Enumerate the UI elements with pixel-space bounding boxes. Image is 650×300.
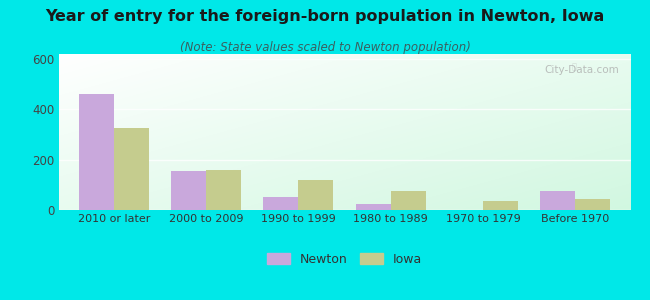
Bar <box>575 200 610 210</box>
Bar <box>79 94 114 210</box>
Bar <box>483 201 518 210</box>
Bar <box>171 171 206 210</box>
Bar <box>356 204 391 210</box>
Text: City-Data.com: City-Data.com <box>544 65 619 75</box>
Bar <box>298 180 333 210</box>
Text: (Note: State values scaled to Newton population): (Note: State values scaled to Newton pop… <box>179 40 471 53</box>
Bar <box>540 191 575 210</box>
Bar <box>206 170 241 210</box>
Bar <box>391 191 426 210</box>
Text: 🌐: 🌐 <box>571 63 576 72</box>
Bar <box>114 128 149 210</box>
Legend: Newton, Iowa: Newton, Iowa <box>263 249 426 269</box>
Text: Year of entry for the foreign-born population in Newton, Iowa: Year of entry for the foreign-born popul… <box>46 9 605 24</box>
Bar <box>263 197 298 210</box>
